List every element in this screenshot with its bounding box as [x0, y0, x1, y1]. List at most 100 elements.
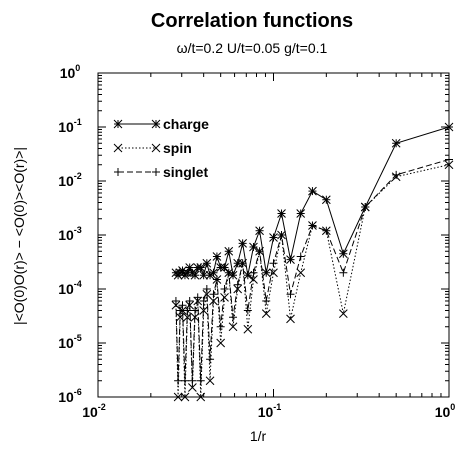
data-point-charge — [199, 270, 209, 280]
data-point-singlet — [392, 170, 401, 179]
data-point-singlet — [178, 301, 187, 310]
data-point-singlet — [361, 203, 370, 212]
data-point-singlet — [238, 259, 247, 268]
legend-marker-spin — [151, 143, 161, 153]
legend-marker-singlet — [152, 168, 160, 176]
data-point-spin — [199, 306, 209, 315]
data-point-charge — [269, 233, 278, 242]
data-point-charge — [212, 252, 222, 261]
data-point-spin — [188, 383, 197, 392]
data-point-charge — [202, 258, 212, 268]
data-point-singlet — [308, 221, 317, 230]
data-point-singlet — [171, 296, 180, 305]
data-point-singlet — [249, 268, 258, 277]
data-point-spin — [338, 309, 348, 318]
data-point-singlet — [216, 322, 225, 331]
data-point-singlet — [339, 268, 348, 277]
data-point-charge — [249, 242, 258, 252]
y-tick-label: 10-2 — [58, 171, 82, 189]
plot-area: 10-2 10-1 100 100 10-1 10-2 10-3 10-4 10-5 10-6 ch… — [58, 63, 455, 420]
chart-title: Correlation functions — [151, 10, 353, 32]
legend-label-singlet: singlet — [163, 164, 208, 180]
data-point-spin — [202, 289, 212, 299]
data-point-spin — [216, 338, 226, 348]
y-axis-label: |<O(0)O(r)> − <O(0)><O(r)>| — [11, 147, 27, 325]
legend-marker-singlet — [114, 168, 122, 176]
data-point-singlet — [185, 296, 194, 305]
data-point-singlet — [224, 268, 233, 277]
legend-marker-spin — [113, 143, 123, 153]
chart-subtitle: ω/t=0.2 U/t=0.05 g/t=0.1 — [177, 40, 328, 56]
data-point-singlet — [296, 252, 305, 261]
data-point-charge — [261, 268, 271, 278]
data-point-singlet — [188, 376, 197, 385]
data-point-charge — [444, 122, 454, 132]
legend-label-charge: charge — [163, 116, 209, 132]
data-point-singlet — [233, 280, 242, 289]
data-point-singlet — [193, 293, 202, 302]
legend-label-spin: spin — [163, 140, 192, 156]
data-point-singlet — [229, 313, 238, 322]
y-tick-label: 10-5 — [58, 333, 82, 351]
data-point-spin — [220, 293, 229, 302]
data-point-charge — [308, 186, 317, 196]
data-point-spin — [269, 268, 278, 278]
data-point-singlet — [196, 376, 205, 385]
data-point-charge — [391, 138, 401, 148]
y-tick-label: 10-6 — [58, 387, 82, 405]
data-point-spin — [249, 275, 258, 284]
data-point-spin — [173, 392, 183, 402]
data-point-charge — [238, 239, 247, 248]
data-point-singlet — [174, 376, 183, 385]
data-point-singlet — [202, 285, 211, 293]
y-tick-label: 10-4 — [58, 279, 82, 297]
data-point-spin — [233, 284, 243, 294]
data-point-spin — [261, 309, 271, 318]
data-point-singlet — [180, 376, 189, 385]
data-point-spin — [180, 392, 190, 402]
data-point-singlet — [445, 155, 453, 164]
data-point-charge — [216, 263, 226, 272]
legend-marker-charge — [151, 119, 161, 129]
data-point-singlet — [286, 290, 295, 299]
y-tick-label: 10-3 — [58, 225, 82, 243]
data-point-charge — [255, 226, 264, 236]
data-point-singlet — [206, 355, 215, 364]
y-tick-label: 100 — [60, 63, 81, 81]
x-tick-label: 10-2 — [82, 402, 106, 420]
data-point-singlet — [199, 296, 208, 305]
x-axis-label: 1/r — [250, 428, 267, 444]
data-point-charge — [277, 209, 286, 218]
data-point-charge — [338, 249, 348, 259]
data-point-singlet — [183, 306, 192, 315]
data-point-singlet — [255, 247, 264, 256]
data-point-singlet — [212, 275, 221, 284]
data-point-singlet — [176, 306, 185, 315]
data-point-spin — [228, 322, 238, 332]
data-point-singlet — [277, 231, 286, 239]
data-point-spin — [196, 392, 206, 402]
data-point-spin — [205, 376, 215, 386]
data-point-spin — [444, 160, 454, 170]
data-point-singlet — [209, 290, 218, 299]
data-point-singlet — [262, 296, 271, 305]
data-point-charge — [296, 209, 306, 218]
data-point-singlet — [243, 306, 252, 315]
data-point-charge — [321, 195, 331, 205]
data-point-spin — [286, 314, 295, 324]
y-tick-label: 10-1 — [58, 117, 82, 135]
legend-marker-charge — [113, 119, 123, 129]
data-point-charge — [224, 246, 234, 256]
data-point-singlet — [322, 226, 331, 235]
data-point-charge — [286, 255, 295, 264]
x-tick-label: 100 — [435, 402, 456, 420]
data-point-singlet — [269, 259, 278, 268]
data-point-spin — [243, 324, 253, 334]
data-point-spin — [296, 268, 306, 278]
data-point-singlet — [190, 306, 199, 315]
x-tick-label: 10-1 — [258, 402, 282, 420]
data-point-singlet — [220, 285, 229, 293]
data-point-charge — [171, 268, 181, 278]
